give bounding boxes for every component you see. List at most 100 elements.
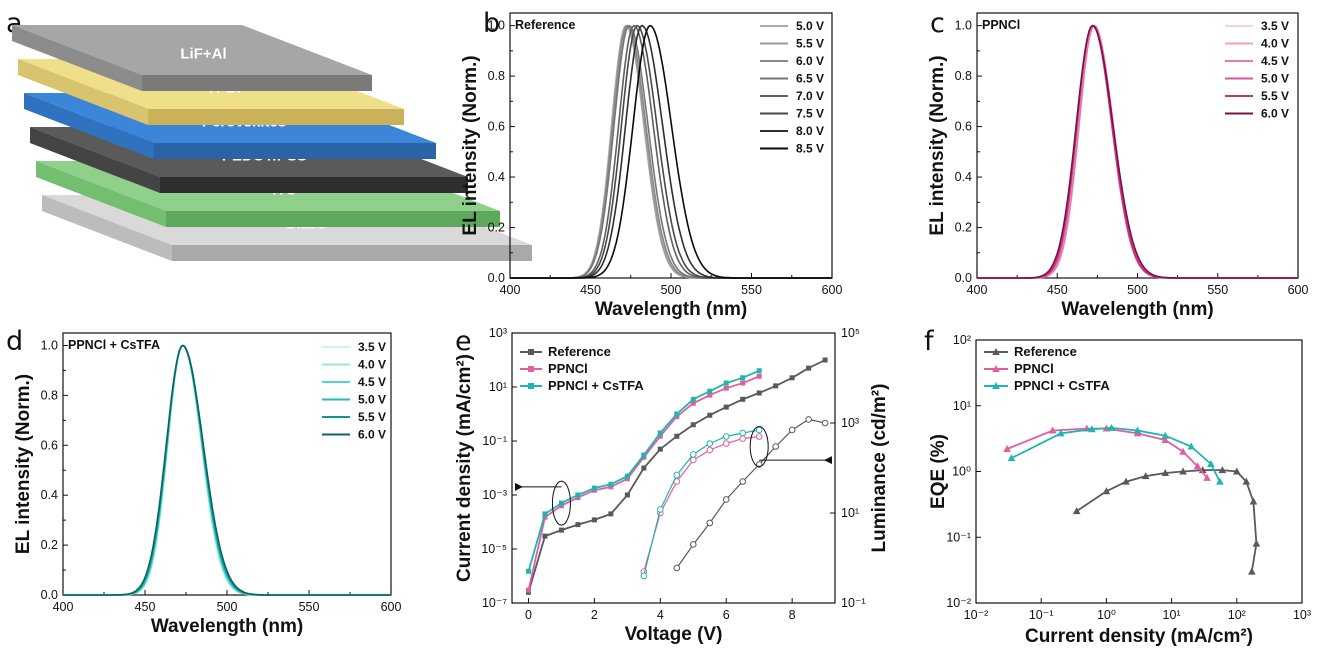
y-tick-label: 0.6 bbox=[41, 438, 58, 452]
x-tick-label: 10¹ bbox=[1163, 608, 1181, 622]
y-axis-title: EL intensity (Norm.) bbox=[927, 55, 948, 235]
y-tick-label: 0.6 bbox=[955, 120, 972, 134]
series-line-70v bbox=[510, 24, 832, 279]
jv-point bbox=[558, 503, 564, 509]
legend-label: 7.5 V bbox=[796, 107, 824, 121]
x-tick-label: 450 bbox=[580, 283, 601, 297]
y2-tick-label: 10⁻¹ bbox=[841, 596, 866, 610]
layer-front-face bbox=[172, 245, 532, 261]
legend-marker bbox=[528, 366, 534, 372]
legend-label: 5.0 V bbox=[358, 393, 386, 407]
x-tick-label: 450 bbox=[1047, 283, 1068, 297]
eqe-point bbox=[1057, 429, 1065, 437]
y-tick-label: 0.4 bbox=[955, 170, 972, 184]
jv-point bbox=[756, 368, 762, 374]
x-tick-label: 600 bbox=[381, 600, 402, 614]
lv-point bbox=[689, 451, 697, 458]
lv-line bbox=[643, 435, 760, 572]
lv-point bbox=[640, 572, 648, 580]
y-axis-title: Current density (mA/cm²) bbox=[454, 354, 475, 582]
y-tick-label: 10⁻¹ bbox=[482, 434, 507, 448]
y-tick-label: 0.8 bbox=[41, 388, 58, 402]
jv-point bbox=[641, 452, 647, 458]
jv-point bbox=[525, 587, 531, 593]
eqe-point bbox=[1218, 466, 1227, 474]
panel-e-plot-frame bbox=[511, 332, 836, 604]
jv-point bbox=[822, 357, 828, 363]
legend-label: 6.5 V bbox=[796, 72, 824, 86]
jv-point bbox=[723, 380, 729, 386]
layer-top-face bbox=[12, 25, 372, 75]
y-tick-label: 0.8 bbox=[488, 69, 505, 83]
x-tick-label: 600 bbox=[822, 283, 843, 297]
y2-axis-title: Luminance (cd/m²) bbox=[869, 384, 890, 553]
legend-label: 4.5 V bbox=[358, 375, 386, 389]
eqe-line bbox=[1076, 469, 1258, 572]
jv-point bbox=[707, 412, 713, 418]
y-tick-label: 10⁻² bbox=[946, 596, 971, 610]
layer-side-face bbox=[12, 25, 142, 91]
y-tick-label: 0.4 bbox=[488, 170, 505, 184]
legend-marker bbox=[992, 348, 1000, 355]
jv-point bbox=[690, 422, 696, 428]
eqe-point bbox=[1233, 467, 1241, 475]
y-tick-label: 0.0 bbox=[488, 271, 505, 285]
x-tick-label: 10² bbox=[1228, 608, 1246, 622]
jv-point bbox=[723, 404, 729, 410]
lv-point bbox=[722, 440, 730, 447]
layer-front-face bbox=[160, 177, 468, 193]
legend-label: PPNCl bbox=[1014, 361, 1054, 376]
x-tick-label: 600 bbox=[1288, 283, 1309, 297]
legend-label: 3.5 V bbox=[358, 340, 386, 354]
chart-d-el-spectra-ppncl-cstfa: 400 450 500 550 600 0.0 0.2 0.4 0.6 0.8 1.0 Wavelen… bbox=[13, 332, 402, 637]
jv-point bbox=[624, 473, 630, 479]
series-line-60v bbox=[977, 24, 1298, 279]
jv-point bbox=[575, 522, 581, 528]
y-tick-label: 1.0 bbox=[41, 338, 58, 352]
eqe-point bbox=[1249, 497, 1258, 505]
x-tick-label: 2 bbox=[591, 608, 598, 622]
y-tick-label: 0.2 bbox=[955, 221, 972, 235]
y-tick-label: 10⁰ bbox=[952, 465, 971, 479]
y-axis-title: EL intensity (Norm.) bbox=[13, 374, 34, 554]
layer-lif-al: LiF+Al bbox=[12, 25, 372, 91]
jv-point bbox=[591, 517, 597, 523]
eqe-point bbox=[1072, 507, 1081, 515]
x-tick-label: 400 bbox=[967, 283, 988, 297]
eqe-point bbox=[1161, 436, 1170, 444]
chart-e-jvl: 0 2 4 6 8 10⁻⁷ 10⁻⁵ 10⁻³ 10⁻¹ 10¹ 10³ 10⁻¹ 10¹ 10³ 10⁵… bbox=[454, 326, 890, 645]
x-tick-label: 450 bbox=[135, 600, 156, 614]
chart-c-el-spectra-ppncl: 400 450 500 550 600 0.0 0.2 0.4 0.6 0.8 1.0 Wavelen… bbox=[927, 12, 1309, 320]
eqe-point bbox=[1048, 426, 1057, 434]
layer-side-face bbox=[30, 127, 160, 193]
legend-label: 5.0 V bbox=[796, 19, 824, 33]
jv-point bbox=[707, 388, 713, 394]
series-line-55v bbox=[977, 24, 1298, 279]
y-tick-label: 10⁻³ bbox=[482, 488, 507, 502]
luminance-ellipse bbox=[749, 426, 769, 468]
legend-marker bbox=[992, 365, 1000, 372]
eqe-point bbox=[1122, 477, 1130, 485]
panel-letter-b: b bbox=[483, 8, 500, 39]
x-tick-label: 0 bbox=[525, 608, 532, 622]
y-tick-label: 10⁻⁷ bbox=[482, 596, 508, 610]
jv-point bbox=[525, 568, 531, 574]
series-line-60v bbox=[63, 344, 391, 596]
legend-label: 8.5 V bbox=[796, 142, 824, 156]
y-tick-label: 0.2 bbox=[41, 538, 58, 552]
eqe-point bbox=[1107, 423, 1116, 431]
jv-point bbox=[542, 511, 548, 517]
lv-point bbox=[739, 478, 747, 485]
eqe-point bbox=[1248, 567, 1256, 575]
jv-point bbox=[806, 365, 812, 371]
x-tick-label: 10⁻² bbox=[964, 608, 989, 622]
x-tick-label: 500 bbox=[661, 283, 682, 297]
lv-point bbox=[821, 419, 829, 427]
y-tick-label: 10³ bbox=[489, 326, 507, 340]
legend-label: 6.0 V bbox=[1261, 107, 1289, 121]
legend-marker bbox=[992, 382, 1000, 389]
panel-letter-d: d bbox=[6, 326, 23, 357]
jv-point bbox=[690, 396, 696, 402]
jv-line bbox=[527, 369, 760, 572]
